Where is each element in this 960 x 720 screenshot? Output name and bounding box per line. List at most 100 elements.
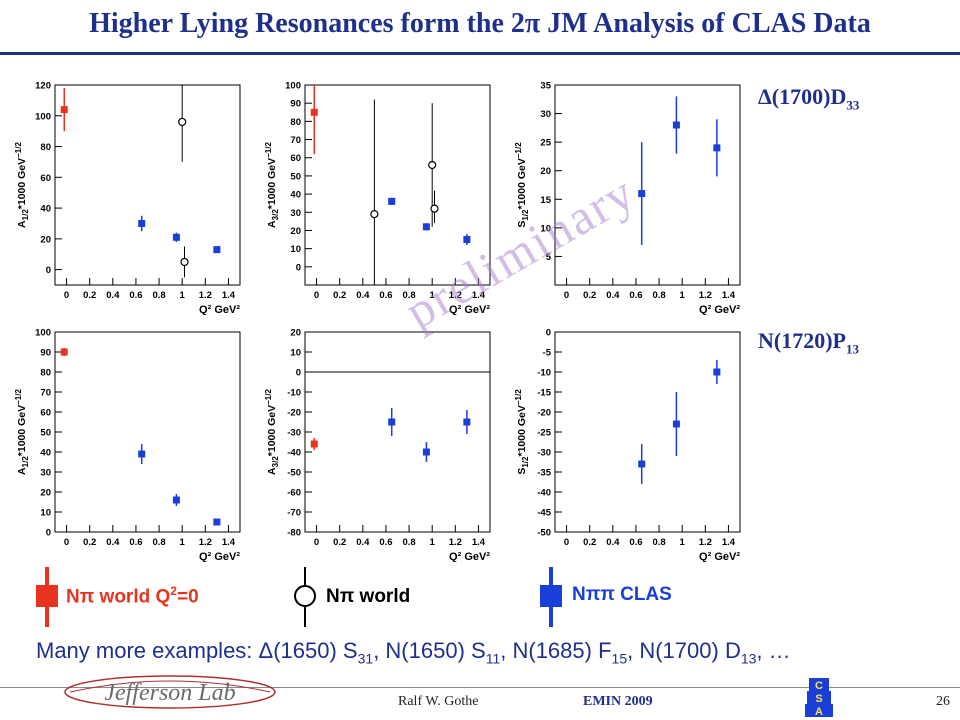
legend-clas-label: Nππ CLAS bbox=[572, 584, 672, 605]
x-tick-label: 1 bbox=[430, 290, 436, 301]
y-tick-label: 60 bbox=[40, 408, 51, 419]
x-tick-label: 0.6 bbox=[379, 290, 392, 301]
x-axis-label: Q² GeV² bbox=[699, 304, 740, 315]
data-point-world bbox=[180, 257, 189, 267]
x-axis-label: Q² GeV² bbox=[449, 551, 490, 562]
y-tick-label: 60 bbox=[290, 153, 301, 164]
y-tick-label: -80 bbox=[287, 528, 301, 539]
x-tick-label: 0 bbox=[64, 290, 69, 301]
y-tick-label: -60 bbox=[287, 488, 301, 499]
y-axis-label: S1/2*1000 GeV−1/2 bbox=[514, 142, 530, 228]
data-point-clas bbox=[638, 190, 646, 198]
legend-world-label: Nπ world bbox=[326, 586, 411, 607]
data-point-q0 bbox=[60, 106, 68, 114]
example-item-sub: 13 bbox=[740, 650, 757, 667]
chart-d1700-s12: 5 10 15 20 25 30 35 0 0.2 0.4 0.6 0.8 1 1.2 1.4 Q² GeV²… bbox=[500, 65, 750, 315]
x-axis-label: Q² GeV² bbox=[449, 304, 490, 315]
x-tick-label: 0.8 bbox=[152, 290, 165, 301]
x-tick-label: 0.6 bbox=[379, 537, 392, 548]
y-axis-label: A3/2*1000 GeV−1/2 bbox=[264, 389, 280, 475]
y-tick-label: 20 bbox=[290, 226, 301, 237]
data-point-clas bbox=[672, 420, 680, 428]
example-item: N(1650) S bbox=[385, 638, 486, 663]
y-tick-label: 20 bbox=[40, 234, 51, 245]
x-tick-label: 1.4 bbox=[222, 290, 236, 301]
jefferson-lab-logo: Jefferson Lab bbox=[64, 675, 276, 709]
example-item-sub: 31 bbox=[357, 650, 374, 667]
x-tick-label: 1.4 bbox=[222, 537, 236, 548]
y-axis-label: S1/2*1000 GeV−1/2 bbox=[514, 389, 530, 475]
x-tick-label: 0 bbox=[314, 537, 319, 548]
plot-frame bbox=[54, 84, 241, 286]
y-tick-label: 100 bbox=[285, 81, 301, 92]
chart-svg-n1720-s12: -50-45-40-35-30-25-20-15-10-500 0.2 0.4 0.6… bbox=[514, 328, 741, 562]
data-point-world bbox=[178, 117, 187, 127]
y-tick-label: -30 bbox=[537, 448, 551, 459]
y-tick-label: -20 bbox=[537, 408, 551, 419]
y-axis-label: A3/2*1000 GeV−1/2 bbox=[264, 142, 280, 228]
x-tick-label: 0.2 bbox=[83, 290, 96, 301]
data-point-clas bbox=[713, 368, 721, 376]
x-tick-label: 1 bbox=[680, 537, 686, 548]
y-tick-label: 0 bbox=[296, 262, 301, 273]
data-point-q0 bbox=[60, 348, 68, 356]
y-tick-label: 70 bbox=[290, 135, 301, 146]
y-tick-label: -35 bbox=[537, 468, 551, 479]
data-point-q0 bbox=[310, 108, 318, 116]
y-tick-label: -50 bbox=[287, 468, 301, 479]
data-point-clas bbox=[388, 418, 396, 426]
y-tick-label: 15 bbox=[540, 195, 551, 206]
more-examples: Many more examples: Δ(1650) S31, N(1650)… bbox=[36, 638, 791, 666]
data-point-clas bbox=[172, 496, 180, 504]
more-examples-prefix: Many more examples: bbox=[36, 638, 259, 663]
page-number: 26 bbox=[936, 694, 950, 709]
y-tick-label: 40 bbox=[290, 190, 301, 201]
x-tick-label: 0.2 bbox=[583, 537, 596, 548]
y-tick-label: 20 bbox=[40, 488, 51, 499]
x-tick-label: 1.4 bbox=[722, 290, 736, 301]
x-tick-label: 0 bbox=[564, 537, 569, 548]
y-tick-label: 100 bbox=[35, 328, 51, 339]
y-tick-label: 90 bbox=[40, 348, 51, 359]
y-tick-label: 5 bbox=[546, 252, 552, 263]
y-tick-label: 10 bbox=[290, 244, 301, 255]
chart-svg-n1720-a32: -80 -70 -60 -50 -40 -30 -20 -10 0 10 20 0 0.2 0.4 0.6 0… bbox=[264, 328, 491, 562]
x-tick-label: 0.8 bbox=[652, 290, 665, 301]
x-tick-label: 0.2 bbox=[583, 290, 596, 301]
resonance-top-name: Δ(1700)D bbox=[758, 84, 847, 109]
y-tick-label: 100 bbox=[35, 111, 51, 122]
y-tick-label: -40 bbox=[287, 448, 301, 459]
x-tick-label: 0 bbox=[564, 290, 569, 301]
data-point-clas bbox=[213, 518, 221, 526]
x-tick-label: 0.6 bbox=[129, 290, 142, 301]
x-tick-label: 0.4 bbox=[356, 290, 370, 301]
resonance-bottom-name: N(1720)P bbox=[758, 328, 846, 353]
chart-n1720-a32: -80 -70 -60 -50 -40 -30 -20 -10 0 10 20 0 0.2 0.4 0.6 0… bbox=[250, 312, 500, 562]
x-tick-label: 1 bbox=[180, 290, 186, 301]
data-point-clas bbox=[138, 219, 146, 227]
x-tick-label: 0.8 bbox=[402, 537, 415, 548]
x-tick-label: 0.4 bbox=[606, 537, 620, 548]
example-item-sub: 15 bbox=[611, 650, 628, 667]
x-tick-label: 0.8 bbox=[152, 537, 165, 548]
y-tick-label: -70 bbox=[287, 508, 301, 519]
chart-svg-d1700-a12: 0 20 40 60 80 100 120 0 0.2 0.4 0.6 0.8 1 1.2 1.4 Q² Ge… bbox=[14, 81, 241, 315]
data-point-clas bbox=[713, 144, 721, 152]
y-tick-label: 50 bbox=[290, 171, 301, 182]
resonance-top-sub: 33 bbox=[846, 97, 860, 113]
y-tick-label: 120 bbox=[35, 81, 51, 92]
legend-q0-sup: 2 bbox=[170, 584, 177, 598]
slide-title: Higher Lying Resonances form the 2π JM A… bbox=[89, 8, 871, 39]
y-tick-label: 70 bbox=[40, 388, 51, 399]
y-tick-label: -30 bbox=[287, 428, 301, 439]
data-point-clas bbox=[138, 450, 146, 458]
data-point-clas bbox=[672, 121, 680, 129]
x-tick-label: 0.8 bbox=[652, 537, 665, 548]
x-tick-label: 0.6 bbox=[629, 290, 642, 301]
x-tick-label: 0.4 bbox=[606, 290, 620, 301]
y-tick-label: 90 bbox=[290, 99, 301, 110]
data-point-clas bbox=[388, 197, 396, 205]
x-tick-label: 0.8 bbox=[402, 290, 415, 301]
data-point-clas bbox=[422, 448, 430, 456]
legend-q0-label: Nπ world Q2=0 bbox=[66, 584, 199, 608]
